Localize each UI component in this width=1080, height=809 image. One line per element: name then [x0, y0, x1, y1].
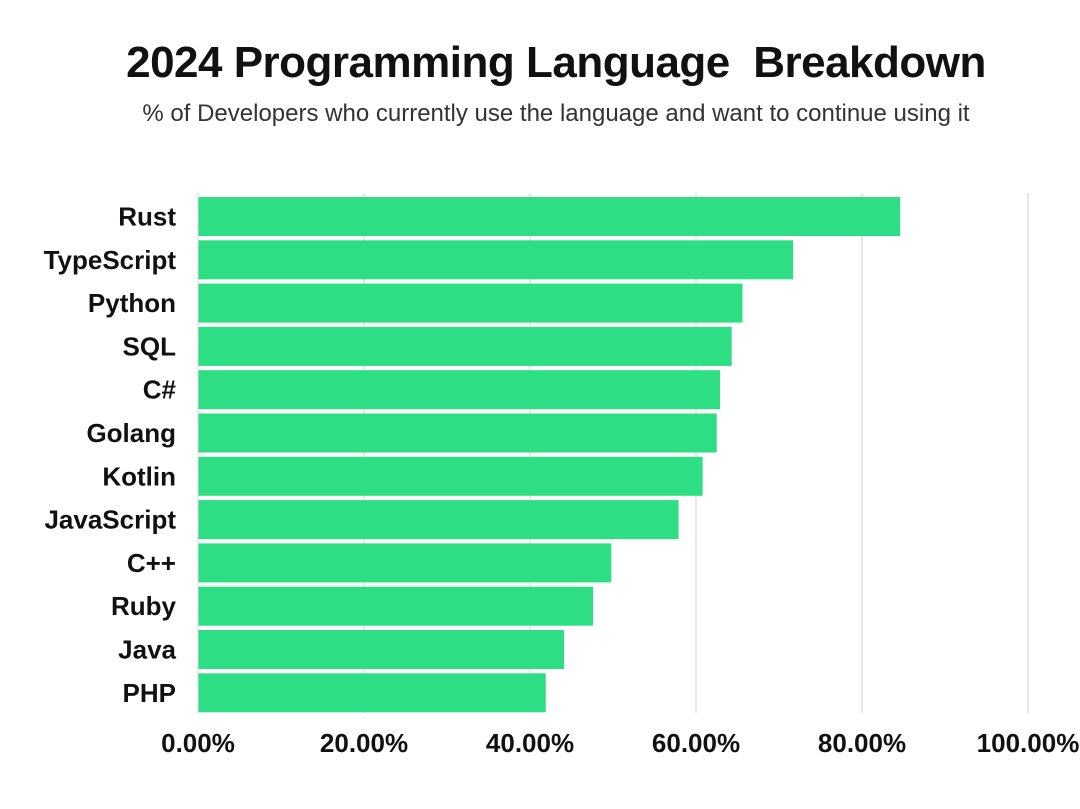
x-tick-label-0: 0.00% — [161, 728, 235, 758]
bar-javascript — [198, 500, 679, 540]
category-label-python: Python — [88, 288, 176, 318]
category-label-ruby: Ruby — [111, 591, 177, 621]
bar-java — [198, 630, 565, 669]
x-tick-label-100: 100.00% — [977, 728, 1080, 758]
category-label-java: Java — [118, 635, 176, 665]
bar-kotlin — [198, 456, 703, 496]
chart-title: 2024 Programming Language Breakdown — [126, 38, 986, 87]
category-label-javascript: JavaScript — [44, 505, 176, 535]
bar-csharp — [198, 370, 721, 410]
bar-sql — [198, 326, 732, 366]
category-label-rust: Rust — [118, 202, 176, 232]
bar-typescript — [198, 240, 794, 280]
category-label-kotlin: Kotlin — [102, 461, 176, 491]
category-label-php: PHP — [123, 678, 176, 708]
category-label-typescript: TypeScript — [44, 245, 177, 275]
x-tick-label-40: 40.00% — [486, 728, 574, 758]
x-tick-label-20: 20.00% — [320, 728, 408, 758]
x-tick-label-60: 60.00% — [652, 728, 740, 758]
bar-golang — [198, 413, 717, 453]
chart-subtitle: % of Developers who currently use the la… — [142, 100, 970, 127]
category-label-golang: Golang — [86, 418, 176, 448]
bar-cplusplus — [198, 543, 612, 583]
category-label-sql: SQL — [123, 331, 177, 361]
bar-php — [198, 673, 546, 713]
x-tick-label-80: 80.00% — [818, 728, 906, 758]
category-label-cplusplus: C++ — [127, 548, 176, 578]
category-label-csharp: C# — [143, 375, 177, 405]
bar-ruby — [198, 586, 594, 626]
bar-rust — [198, 197, 901, 236]
bar-python — [198, 283, 743, 323]
